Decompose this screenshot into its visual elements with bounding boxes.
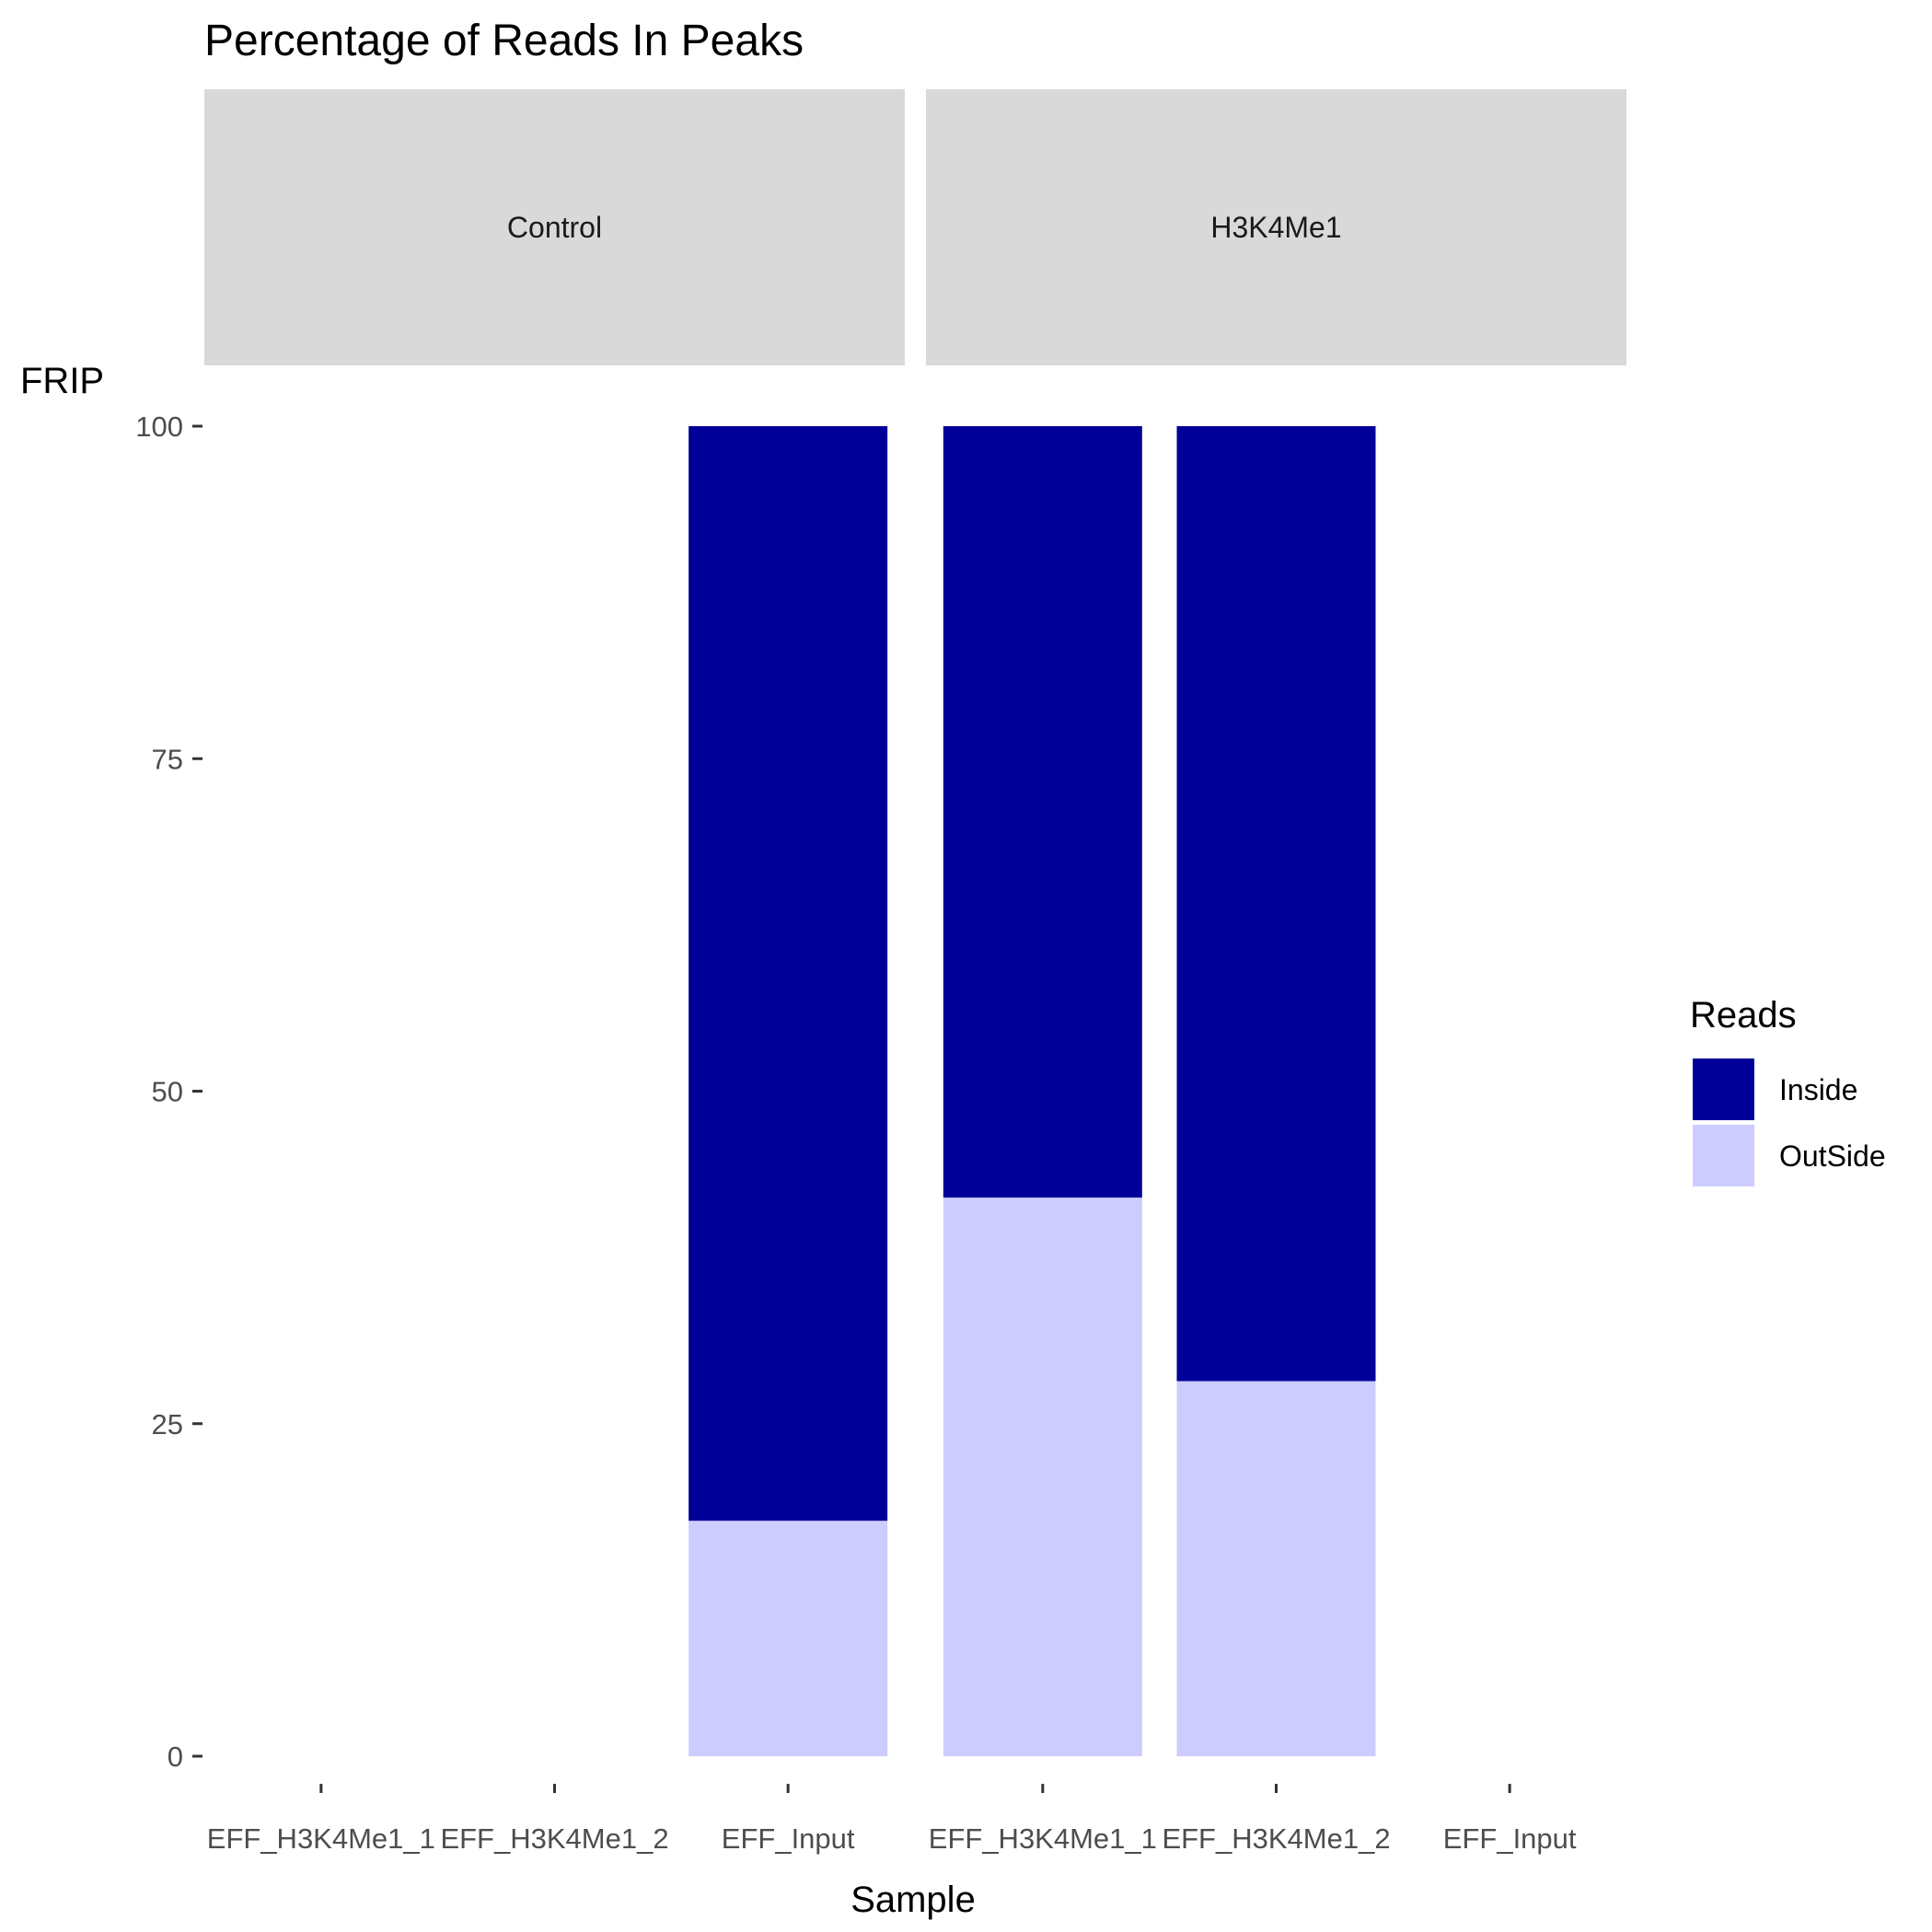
bar-H3K4Me1-EFF_H3K4Me1_2-Inside — [1176, 426, 1376, 1382]
y-tick-label-2: 50 — [152, 1076, 183, 1108]
bar-H3K4Me1-EFF_H3K4Me1_1-Inside — [943, 426, 1142, 1198]
chart-title: Percentage of Reads In Peaks — [204, 17, 804, 65]
y-tick-label-4: 100 — [135, 411, 183, 443]
x-tick-label-0-0: EFF_H3K4Me1_1 — [207, 1822, 435, 1855]
facet-strip-label-1: H3K4Me1 — [1210, 211, 1341, 244]
y-axis-title: FRIP — [20, 361, 104, 401]
bar-H3K4Me1-EFF_H3K4Me1_2-OutSide — [1176, 1381, 1376, 1756]
facet-strip-label-0: Control — [507, 211, 602, 244]
x-tick-label-0-2: EFF_Input — [722, 1822, 855, 1855]
bar-H3K4Me1-EFF_H3K4Me1_1-OutSide — [943, 1197, 1142, 1756]
x-tick-label-1-1: EFF_H3K4Me1_2 — [1162, 1822, 1390, 1855]
facet-strip-0 — [204, 89, 905, 365]
legend-key-OutSide — [1693, 1125, 1754, 1186]
x-tick-label-0-1: EFF_H3K4Me1_2 — [440, 1822, 668, 1855]
y-tick-label-3: 75 — [152, 743, 183, 775]
y-tick-label-0: 0 — [168, 1741, 183, 1773]
legend-label-Inside: Inside — [1779, 1073, 1857, 1106]
y-tick-label-1: 25 — [152, 1408, 183, 1440]
x-tick-label-1-2: EFF_Input — [1443, 1822, 1577, 1855]
bar-Control-EFF_Input-OutSide — [688, 1521, 888, 1756]
legend-title: Reads — [1690, 995, 1797, 1035]
facet-panel-0: Control EFF_H3K4Me1_1 EFF_H3K4Me1_2 EFF_Inp… — [204, 89, 905, 1855]
facet-strip-1 — [926, 89, 1626, 365]
legend-label-OutSide: OutSide — [1779, 1140, 1886, 1173]
x-tick-label-1-0: EFF_H3K4Me1_1 — [929, 1822, 1157, 1855]
legend-key-Inside — [1693, 1059, 1754, 1120]
bar-Control-EFF_Input-Inside — [688, 426, 888, 1521]
facet-panel-1: H3K4Me1 EFF_H3K4Me1_1 EFF_H3K4Me1_2 EFF_Inp… — [926, 89, 1626, 1855]
x-axis-title: Sample — [850, 1880, 976, 1920]
